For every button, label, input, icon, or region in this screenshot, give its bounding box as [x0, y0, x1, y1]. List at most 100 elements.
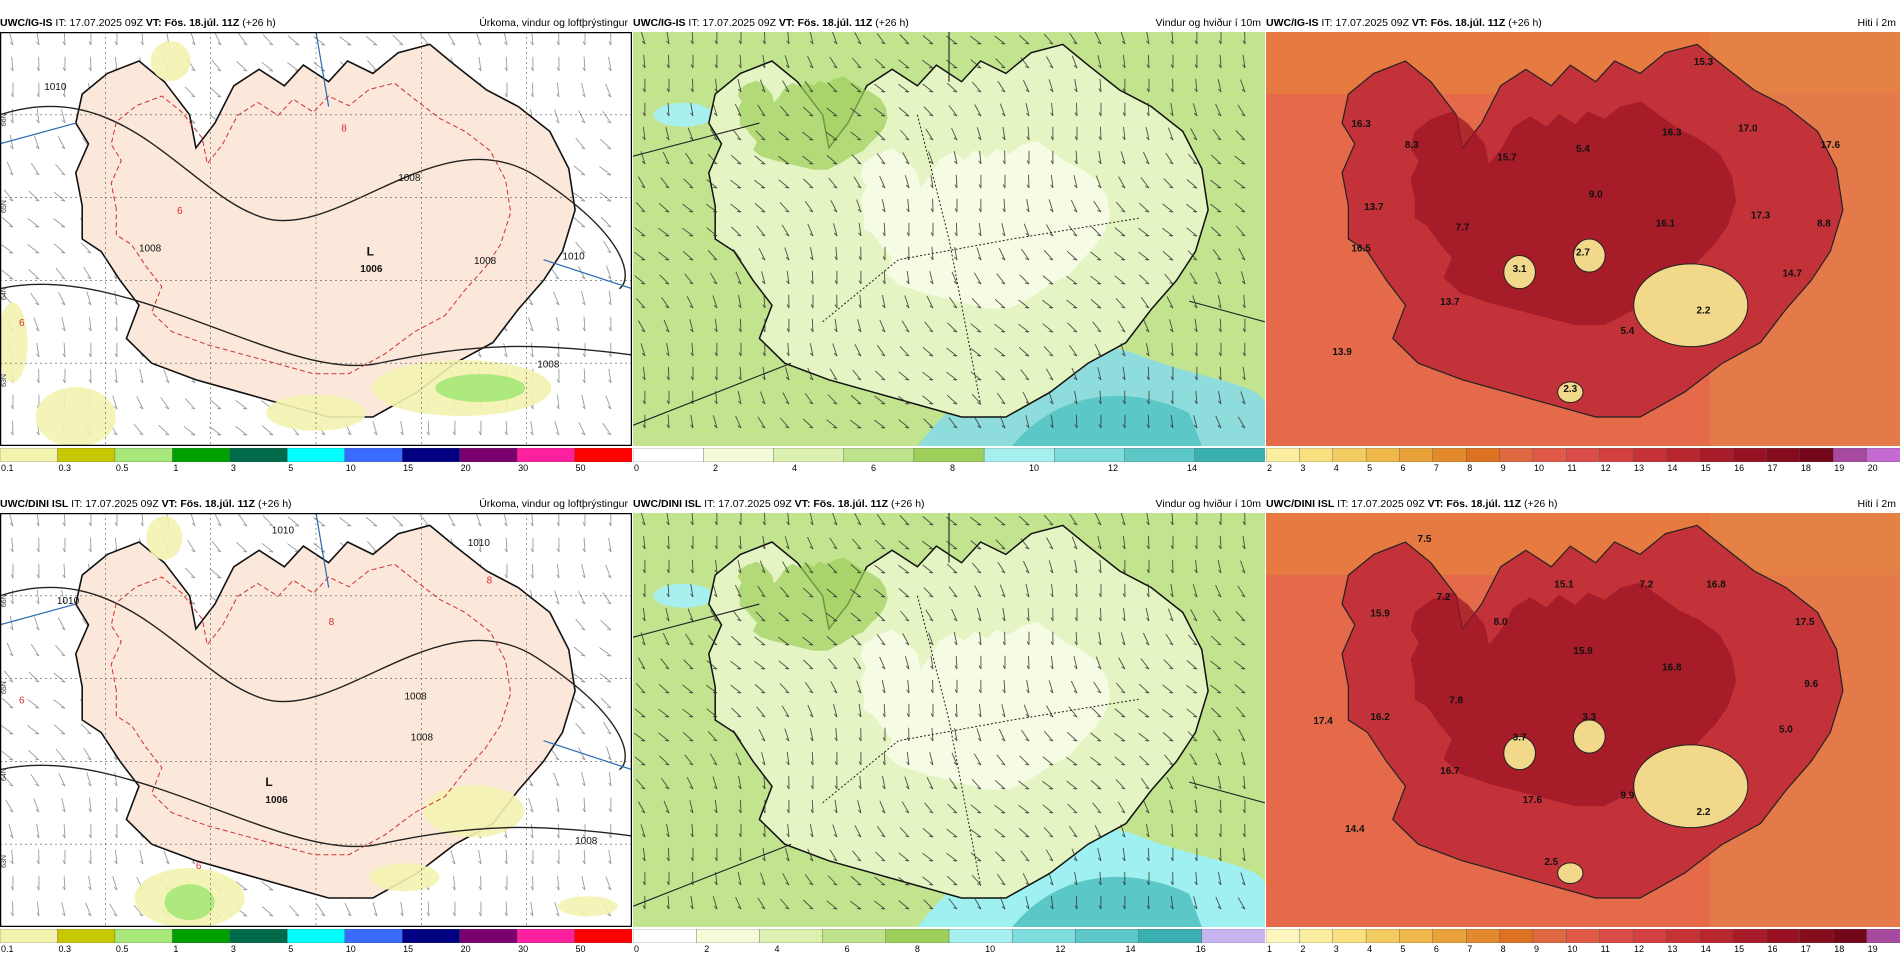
latitude-label: 64N: [1, 287, 8, 300]
map-view[interactable]: [633, 513, 1265, 927]
wind-patch: [654, 103, 714, 127]
temperature-label: 2.7: [1576, 248, 1590, 259]
colorbar-tick-label: 4: [1367, 944, 1372, 954]
colorbar-tick-label: 8: [1501, 944, 1506, 954]
colorbar-tick-label: 8: [1467, 463, 1472, 473]
colorbar-tick-label: 4: [792, 463, 797, 473]
temperature-label: 17.4: [1313, 716, 1333, 727]
latitude-label: 65N: [1, 200, 8, 213]
colorbar-swatch: [1666, 929, 1700, 943]
map-label: 1008: [411, 733, 434, 744]
colorbar-tick-label: 4: [1334, 463, 1339, 473]
colorbar-swatch: [949, 929, 1013, 943]
colorbar-tick-label: 19: [1868, 944, 1878, 954]
temperature-label: 5.4: [1576, 144, 1590, 155]
colorbar-swatches: [0, 448, 632, 462]
valid-time: Fös. 18.júl. 11Z: [798, 17, 873, 29]
colorbar-swatch: [1366, 929, 1400, 943]
model-name: UWC/DINI ISL: [0, 498, 68, 510]
map-label: 8: [487, 575, 493, 586]
colorbar-swatch: [1733, 448, 1767, 462]
colorbar-swatch: [1466, 448, 1500, 462]
temperature-label: 3.7: [1513, 733, 1527, 744]
map-label: 1006: [360, 264, 383, 275]
temperature-label: 7.8: [1449, 695, 1463, 706]
it-label: IT:: [1321, 17, 1332, 29]
lead-time: (+26 h): [242, 17, 276, 29]
temperature-label: 17.0: [1738, 123, 1758, 134]
colorbar-swatches: [633, 448, 1265, 462]
temperature-label: 2.2: [1697, 807, 1711, 818]
colorbar-swatch: [1733, 929, 1767, 943]
map-label: 1008: [139, 243, 162, 254]
colorbar-swatch: [1767, 448, 1801, 462]
colorbar-tick-label: 12: [1601, 463, 1611, 473]
colorbar-tick-label: 0.3: [58, 463, 71, 473]
map-label: 1008: [537, 359, 560, 370]
colorbar-swatch: [914, 448, 985, 462]
colorbar-tick-label: 16: [1196, 944, 1206, 954]
forecast-panel: UWC/IG-IS IT: 17.07.2025 09Z VT: Fös. 18…: [1266, 14, 1900, 466]
temperature-label: 8.0: [1494, 617, 1508, 628]
latitude-label: 66N: [1, 594, 8, 607]
colorbar-tick-label: 20: [461, 463, 471, 473]
map-view[interactable]: [633, 32, 1265, 446]
map-label: 1008: [474, 256, 497, 267]
vt-label: VT:: [1412, 17, 1428, 29]
colorbar-tick-label: 6: [1434, 944, 1439, 954]
temperature-label: 3.1: [1513, 264, 1527, 275]
lead-time: (+26 h): [875, 17, 909, 29]
temperature-label: 17.6: [1821, 140, 1841, 151]
colorbar-swatch: [1500, 929, 1534, 943]
map-label: L: [367, 245, 374, 259]
colorbar-tick-label: 6: [845, 944, 850, 954]
colorbar-swatch: [172, 448, 230, 462]
colorbar-swatch: [402, 929, 460, 943]
colorbar-tick-label: 30: [518, 944, 528, 954]
colorbar-tick-label: 2: [704, 944, 709, 954]
colorbar-swatch: [1566, 929, 1600, 943]
colorbar-tick-label: 3: [1300, 463, 1305, 473]
temperature-label: 2.2: [1697, 306, 1711, 317]
temperature-label: 15.9: [1573, 646, 1593, 657]
colorbar-swatch: [773, 448, 844, 462]
map-label: 8: [329, 617, 335, 628]
map-label: 6: [177, 206, 183, 217]
colorbar-tick-label: 1: [1267, 944, 1272, 954]
colorbar-tick-label: 2: [1300, 944, 1305, 954]
forecast-panel: UWC/DINI ISL IT: 17.07.2025 09Z VT: Fös.…: [633, 495, 1265, 947]
it-label: IT:: [55, 17, 66, 29]
temperature-label: 15.7: [1497, 152, 1517, 163]
colorbar-swatch: [1299, 448, 1333, 462]
colorbar-tick-label: 17: [1768, 463, 1778, 473]
temperature-label: 8.3: [1405, 140, 1419, 151]
colorbar-tick-label: 13: [1634, 463, 1644, 473]
colorbar-tick-label: 7: [1434, 463, 1439, 473]
temperature-label: 16.1: [1656, 219, 1676, 230]
colorbar-tick-label: 14: [1701, 944, 1711, 954]
colorbar-swatch: [1833, 448, 1867, 462]
forecast-panel: UWC/IG-IS IT: 17.07.2025 09Z VT: Fös. 18…: [0, 14, 632, 466]
colorbar-swatch: [58, 929, 116, 943]
panel-header: UWC/DINI ISL IT: 17.07.2025 09Z VT: Fös.…: [1266, 495, 1558, 513]
colorbar-tick-label: 6: [1400, 463, 1405, 473]
panel-title: Hiti í 2m: [1857, 495, 1896, 513]
colorbar-tick-label: 7: [1467, 944, 1472, 954]
colorbar-swatch: [1054, 448, 1125, 462]
colorbar-swatch: [633, 929, 697, 943]
init-time: 17.07.2025 09Z: [702, 17, 776, 29]
latitude-label: 66N: [1, 113, 8, 126]
model-name: UWC/IG-IS: [1266, 17, 1319, 29]
colorbar-tick-label: 9: [1501, 463, 1506, 473]
colorbar-swatch: [1533, 448, 1567, 462]
temperature-label: 16.7: [1440, 766, 1460, 777]
colorbar-swatch: [287, 929, 345, 943]
colorbar-swatch: [1600, 448, 1634, 462]
colorbar-swatch: [1125, 448, 1196, 462]
